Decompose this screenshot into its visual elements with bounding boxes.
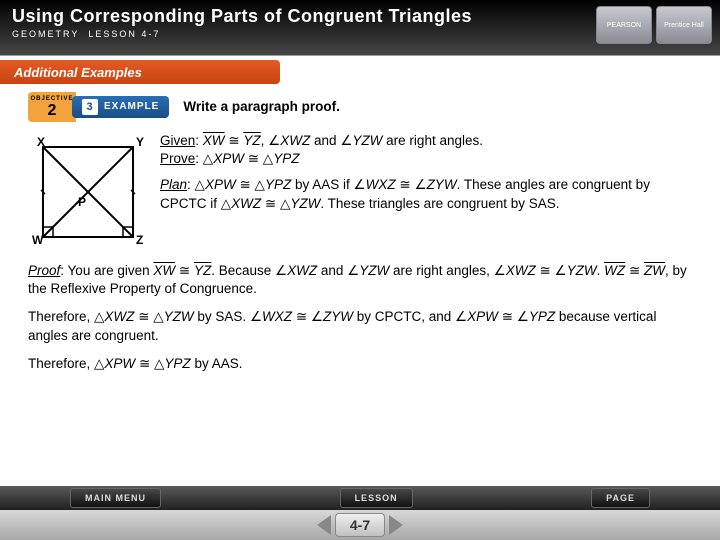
objective-badge: OBJECTIVE 2 — [28, 92, 76, 122]
plan-line: Plan: XPW YPZ by AAS if WXZ ZYW. These a… — [160, 176, 692, 212]
page-button[interactable]: PAGE — [591, 488, 650, 508]
instruction: Write a paragraph proof. — [183, 98, 340, 116]
brand-pearson: PEARSON — [596, 6, 652, 44]
content: OBJECTIVE 2 3 EXAMPLE Write a paragraph … — [0, 84, 720, 373]
next-arrow-icon[interactable] — [389, 515, 403, 535]
proof-body: Proof: You are given XW YZ. Because XWZ … — [28, 262, 692, 373]
given-prove-plan: Given: XW YZ, XWZ and YZW are right angl… — [160, 132, 692, 252]
given-line: Given: XW YZ, XWZ and YZW are right angl… — [160, 132, 692, 168]
main-menu-button[interactable]: MAIN MENU — [70, 488, 161, 508]
additional-examples-bar: Additional Examples — [0, 60, 280, 84]
header: Using Corresponding Parts of Congruent T… — [0, 0, 720, 56]
lesson-button[interactable]: LESSON — [340, 488, 413, 508]
svg-text:W: W — [32, 233, 44, 247]
svg-text:X: X — [37, 135, 45, 149]
brand-logos: PEARSON Prentice Hall — [596, 6, 712, 44]
svg-text:Z: Z — [136, 233, 143, 247]
prev-arrow-icon[interactable] — [317, 515, 331, 535]
proof-line: Proof: You are given XW YZ. Because XWZ … — [28, 262, 692, 298]
svg-text:P: P — [78, 195, 86, 209]
svg-text:Y: Y — [136, 135, 144, 149]
brand-prentice-hall: Prentice Hall — [656, 6, 712, 44]
example-badge: 3 EXAMPLE — [72, 96, 169, 118]
therefore-1: Therefore, XWZ YZW by SAS. WXZ ZYW by CP… — [28, 308, 692, 344]
lesson-number: 4-7 — [335, 513, 385, 537]
footer: MAIN MENU LESSON PAGE 4-7 — [0, 486, 720, 540]
geometry-diagram: X Y W Z P — [28, 132, 148, 252]
therefore-2: Therefore, XPW YPZ by AAS. — [28, 355, 692, 373]
